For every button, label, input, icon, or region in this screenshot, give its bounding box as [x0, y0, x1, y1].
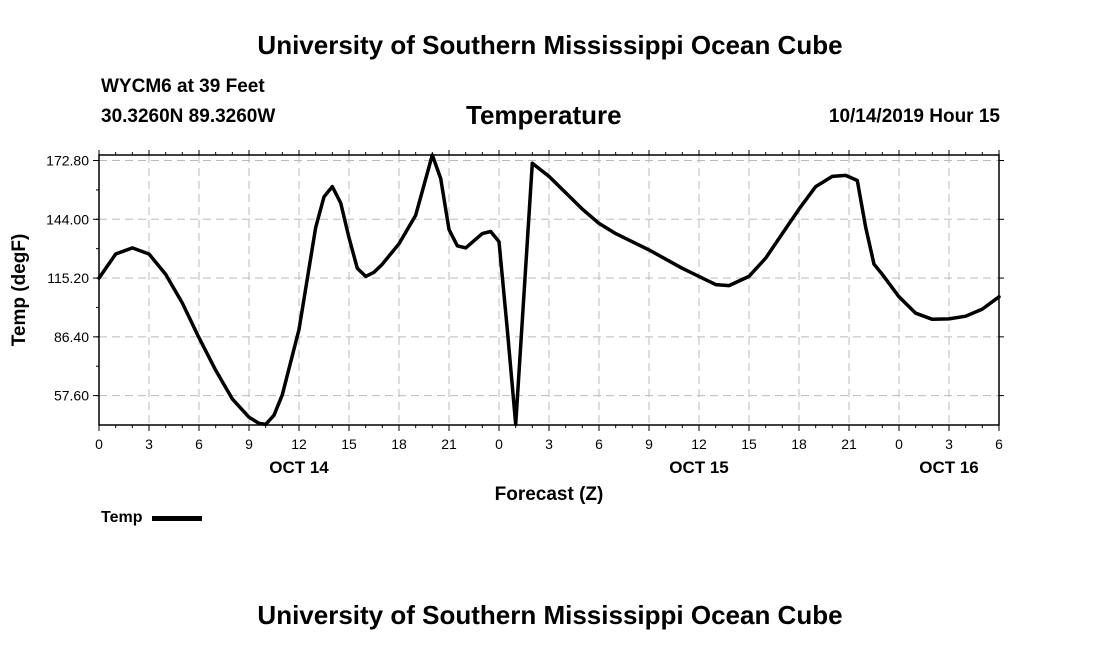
x-tick-label: 21 [841, 436, 857, 452]
station-label: WYCM6 at 39 Feet [101, 76, 265, 97]
legend-label: Temp [101, 509, 143, 526]
y-tick-label: 144.00 [46, 211, 89, 227]
x-tick-label: 12 [691, 436, 707, 452]
x-tick-label: 9 [645, 436, 653, 452]
y-tick-label: 172.80 [46, 153, 89, 169]
coordinates-label: 30.3260N 89.3260W [101, 106, 276, 127]
y-tick-label: 57.60 [54, 388, 89, 404]
x-tick-label: 6 [195, 436, 203, 452]
date-label: OCT 16 [919, 458, 979, 477]
x-tick-label: 15 [741, 436, 757, 452]
x-tick-label: 0 [895, 436, 903, 452]
x-tick-label: 18 [791, 436, 807, 452]
x-tick-label: 21 [441, 436, 457, 452]
date-label: OCT 15 [669, 458, 729, 477]
x-tick-label: 6 [995, 436, 1003, 452]
forecast-timestamp: 10/14/2019 Hour 15 [828, 106, 1000, 127]
temp-series-line [97, 153, 1001, 427]
page-title: University of Southern Mississippi Ocean… [257, 30, 843, 60]
x-tick-label: 9 [245, 436, 253, 452]
x-tick-label: 3 [945, 436, 953, 452]
x-tick-label: 3 [545, 436, 553, 452]
y-axis-title: Temp (degF) [9, 234, 30, 347]
x-tick-label: 3 [145, 436, 153, 452]
date-label: OCT 14 [269, 458, 329, 477]
x-tick-label: 0 [95, 436, 103, 452]
y-tick-label: 115.20 [47, 270, 89, 286]
chart-title: Temperature [466, 100, 622, 130]
x-tick-label: 0 [495, 436, 503, 452]
x-tick-label: 6 [595, 436, 603, 452]
x-tick-label: 15 [341, 436, 357, 452]
legend-line-swatch [152, 515, 203, 521]
x-axis-title: Forecast (Z) [495, 484, 604, 505]
x-tick-label: 18 [391, 436, 407, 452]
footer-title: University of Southern Mississippi Ocean… [257, 600, 843, 630]
y-tick-label: 86.40 [54, 329, 89, 345]
legend: Temp [101, 509, 203, 527]
x-tick-label: 12 [291, 436, 307, 452]
